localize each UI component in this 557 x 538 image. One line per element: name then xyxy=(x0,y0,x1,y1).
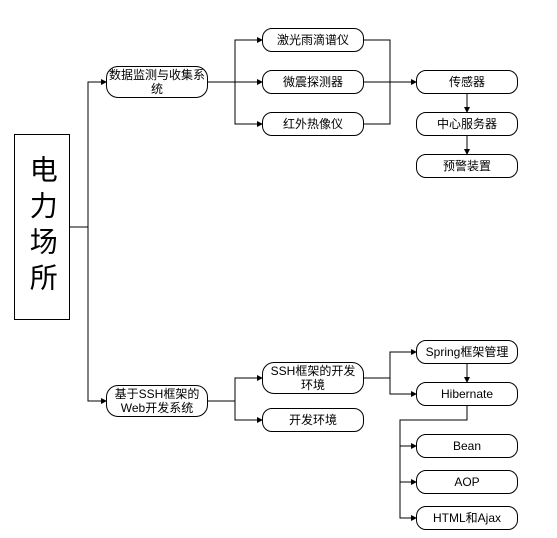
edge-2 xyxy=(208,40,262,82)
node-server: 中心服务器 xyxy=(416,112,518,136)
edge-11 xyxy=(208,401,262,420)
edge-10 xyxy=(208,378,262,401)
node-root: 电力场所 xyxy=(14,134,70,320)
edge-0 xyxy=(70,82,106,227)
edge-7 xyxy=(364,82,390,124)
edge-4 xyxy=(208,82,262,124)
node-dev_env: 开发环境 xyxy=(262,408,364,432)
node-laser: 激光雨滴谱仪 xyxy=(262,28,364,52)
node-ir: 红外热像仪 xyxy=(262,112,364,136)
node-web_sys: 基于SSH框架的Web开发系统 xyxy=(106,385,208,417)
node-html: HTML和Ajax xyxy=(416,506,518,530)
node-micro: 微震探测器 xyxy=(262,70,364,94)
node-hibernate: Hibernate xyxy=(416,382,518,406)
node-aop: AOP xyxy=(416,470,518,494)
edge-1 xyxy=(70,227,106,401)
edge-16 xyxy=(400,446,416,482)
node-spring: Spring框架管理 xyxy=(416,340,518,364)
node-data_sys: 数据监测与收集系统 xyxy=(106,66,208,98)
node-bean: Bean xyxy=(416,434,518,458)
node-alarm: 预警装置 xyxy=(416,154,518,178)
node-sensor: 传感器 xyxy=(416,70,518,94)
edge-17 xyxy=(400,482,416,518)
edge-5 xyxy=(364,40,390,82)
edge-12 xyxy=(364,352,416,378)
edge-13 xyxy=(364,378,416,394)
node-ssh_env: SSH框架的开发环境 xyxy=(262,362,364,394)
